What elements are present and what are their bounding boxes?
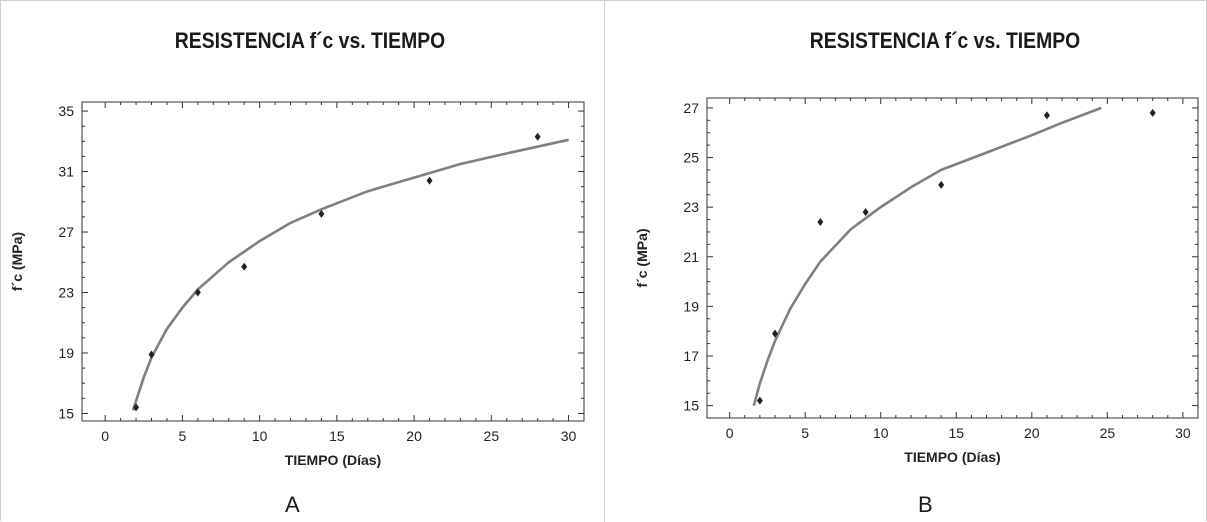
x-tick-label: 30 bbox=[1175, 425, 1191, 441]
y-axis-title: f´c (MPa) bbox=[9, 232, 25, 291]
y-tick-label: 27 bbox=[58, 224, 74, 240]
x-tick-label: 15 bbox=[329, 428, 345, 444]
x-tick-label: 25 bbox=[484, 428, 500, 444]
x-tick-label: 15 bbox=[948, 425, 964, 441]
y-tick-label: 15 bbox=[683, 398, 699, 414]
data-point bbox=[426, 176, 433, 185]
data-point bbox=[241, 262, 248, 271]
x-tick-label: 30 bbox=[561, 428, 577, 444]
data-point bbox=[771, 329, 778, 338]
plot-frame bbox=[81, 101, 585, 422]
x-axis-title: TIEMPO (Días) bbox=[285, 452, 381, 468]
x-tick-label: 10 bbox=[873, 425, 889, 441]
y-tick-label: 27 bbox=[683, 100, 699, 116]
data-point bbox=[194, 288, 201, 297]
data-point bbox=[756, 396, 763, 405]
fit-curve bbox=[131, 138, 569, 411]
y-tick-label: 19 bbox=[683, 298, 699, 314]
y-tick-label: 23 bbox=[58, 284, 74, 300]
y-tick-label: 17 bbox=[683, 348, 699, 364]
data-point bbox=[133, 403, 140, 412]
chart-a: 0 5 10 15 20 25 30 15 19 23 27 31 35 TIEMPO (Días) f´c… bbox=[9, 101, 585, 468]
y-tick-label: 25 bbox=[683, 150, 699, 166]
x-tick-label: 20 bbox=[406, 428, 422, 444]
x-tick-label: 10 bbox=[252, 428, 268, 444]
data-point bbox=[318, 209, 325, 218]
data-point bbox=[817, 218, 824, 227]
y-tick-label: 35 bbox=[58, 103, 74, 119]
x-tick-label: 25 bbox=[1100, 425, 1116, 441]
x-tick-label: 5 bbox=[801, 425, 809, 441]
x-tick-label: 20 bbox=[1024, 425, 1040, 441]
chart-title-a: RESISTENCIA f´c vs. TIEMPO bbox=[174, 28, 446, 53]
y-axis-title: f´c (MPa) bbox=[634, 228, 650, 287]
y-tick-label: 31 bbox=[58, 164, 74, 180]
y-tick-label: 15 bbox=[58, 405, 74, 421]
chart-title-b: RESISTENCIA f´c vs. TIEMPO bbox=[809, 28, 1081, 53]
data-point bbox=[148, 350, 155, 359]
x-axis-title: TIEMPO (Días) bbox=[904, 449, 1000, 465]
x-tick-label: 5 bbox=[179, 428, 187, 444]
panel-divider bbox=[604, 0, 605, 522]
fit-curve bbox=[752, 106, 1102, 406]
y-tick-label: 19 bbox=[58, 345, 74, 361]
data-point bbox=[938, 180, 945, 189]
plot-frame bbox=[706, 97, 1199, 419]
x-tick-label: 0 bbox=[726, 425, 734, 441]
y-tick-label: 23 bbox=[683, 199, 699, 215]
data-point bbox=[862, 208, 869, 217]
y-tick-label: 21 bbox=[683, 249, 699, 265]
panel-label-a: A bbox=[285, 492, 300, 517]
data-point bbox=[534, 132, 541, 141]
data-point bbox=[1149, 108, 1156, 117]
x-tick-label: 0 bbox=[101, 428, 109, 444]
data-point bbox=[1043, 111, 1050, 120]
panel-label-b: B bbox=[918, 492, 933, 517]
